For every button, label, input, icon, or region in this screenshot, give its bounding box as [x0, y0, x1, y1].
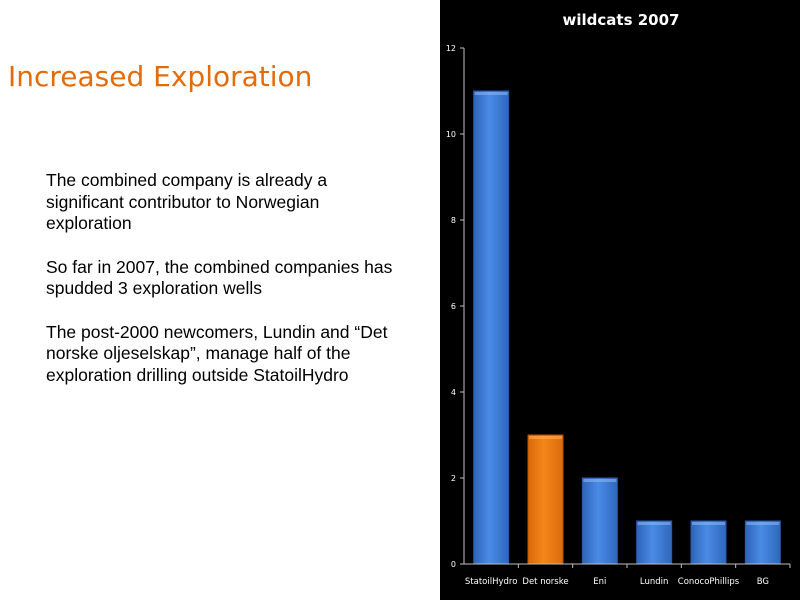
bar-highlight	[529, 436, 562, 439]
paragraph-2: So far in 2007, the combined companies h…	[46, 256, 393, 299]
y-tick-label: 10	[446, 130, 456, 139]
x-axis: StatoilHydro Det norske Eni Lundin ConocoPhi…	[464, 563, 791, 587]
x-tick-label: BG	[757, 577, 769, 587]
bar-statoilhydro	[473, 90, 510, 565]
chart-title: wildcats 2007	[563, 11, 680, 29]
bar-lundin	[636, 520, 673, 565]
y-tick-label: 0	[451, 560, 456, 569]
bar-highlight	[583, 479, 617, 482]
x-tick-label: ConocoPhillips	[678, 577, 740, 587]
body-text: The combined company is already a signif…	[46, 170, 398, 408]
y-tick-label: 2	[451, 474, 456, 483]
paragraph-1: The combined company is already a signif…	[46, 170, 328, 233]
bar-conocophillips	[690, 520, 727, 565]
chart-panel: wildcats 2007 0 2 4 6 8 10 12 StatoilHydro Det …	[440, 0, 800, 600]
bar-highlight	[746, 522, 780, 525]
paragraph-3: The post-2000 newcomers, Lundin and “Det…	[46, 321, 388, 385]
x-tick-label: Eni	[593, 577, 606, 587]
bar-highlight	[692, 522, 725, 525]
bar-series	[473, 90, 781, 565]
y-tick-label: 4	[451, 388, 456, 397]
y-tick-label: 8	[451, 216, 456, 225]
bar-chart: wildcats 2007 0 2 4 6 8 10 12 StatoilHydro Det …	[446, 11, 791, 587]
y-axis: 0 2 4 6 8 10 12	[446, 44, 465, 569]
slide-title: Increased Exploration	[8, 60, 313, 93]
x-tick-label: StatoilHydro	[465, 577, 518, 587]
bar-det-norske	[527, 434, 564, 565]
bar-highlight	[637, 522, 671, 525]
bar-eni	[581, 477, 618, 565]
bar-highlight	[474, 92, 508, 95]
bar-bg	[744, 520, 781, 565]
y-tick-label: 6	[451, 302, 456, 311]
y-tick-label: 12	[446, 44, 456, 53]
x-tick-label: Lundin	[640, 577, 669, 587]
x-tick-label: Det norske	[522, 577, 568, 587]
